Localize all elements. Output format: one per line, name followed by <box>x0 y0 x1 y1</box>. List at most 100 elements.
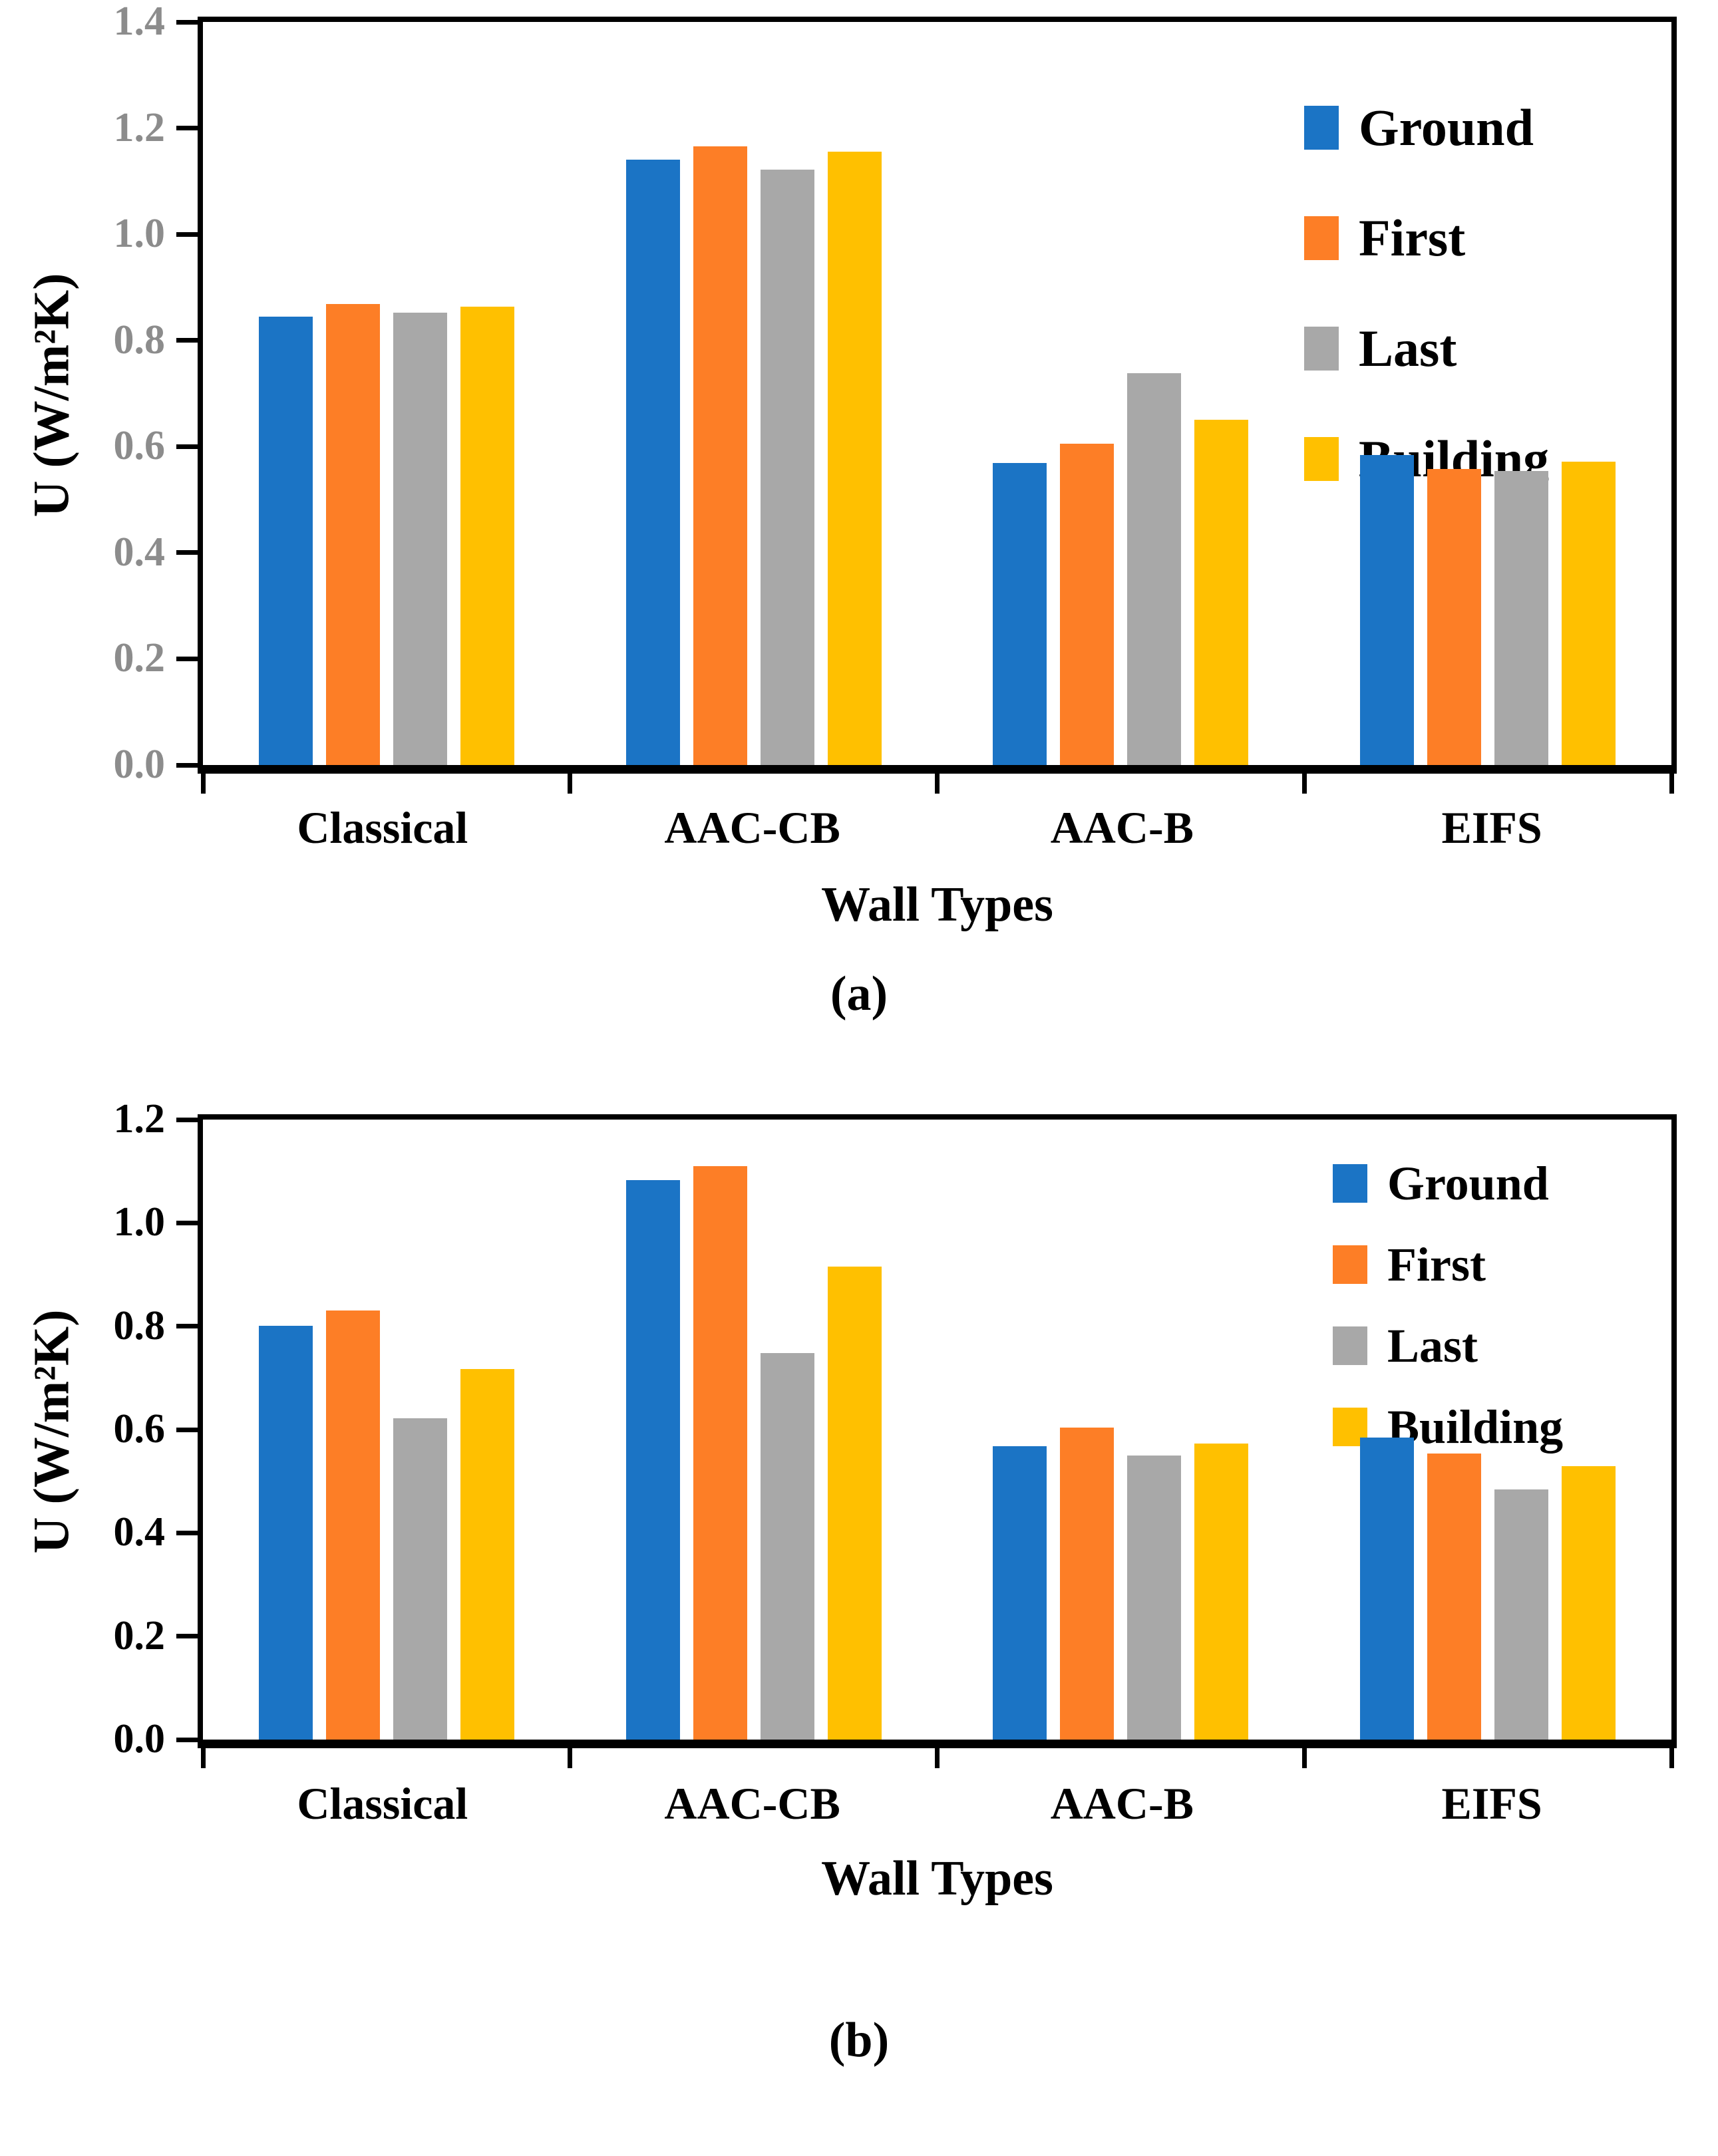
legend-marker-first <box>1304 216 1339 260</box>
bar-last-classical <box>393 313 447 765</box>
bar-ground-eifs <box>1360 1437 1415 1740</box>
legend-item-ground: Ground <box>1333 1159 1563 1207</box>
y-tick-label-b: 0.4 <box>113 1509 166 1555</box>
bar-group-aac-b <box>938 22 1305 765</box>
bar-first-aac-b <box>1060 444 1115 765</box>
bar-last-aac-b <box>1127 1455 1182 1740</box>
plot-area-a: Ground First Last Building 1.4 1.2 1.0 0.8 0.6 0… <box>114 1 1677 794</box>
category-label-classical: Classical <box>297 1778 468 1829</box>
bar-first-eifs <box>1427 1453 1482 1740</box>
bar-first-classical <box>325 303 380 765</box>
bar-building-eifs <box>1562 462 1616 765</box>
bar-first-aac-cb <box>693 1165 747 1740</box>
legend-label-ground: Ground <box>1359 98 1534 156</box>
y-tick-mark-b <box>176 1530 198 1535</box>
bar-ground-classical <box>258 1325 313 1740</box>
y-tick-label-b: 1.0 <box>113 1199 166 1245</box>
legend-b: Ground First Last Building <box>1333 1159 1563 1451</box>
category-label-aac-b: AAC-B <box>1050 802 1194 853</box>
x-axis-title-a: Wall Types <box>821 877 1053 932</box>
category-labels-a: Classical AAC-CB AAC-B EIFS <box>198 802 1677 854</box>
category-label-eifs: EIFS <box>1441 802 1542 853</box>
y-tick-mark-a <box>176 231 198 237</box>
bar-group-aac-cb <box>570 1120 938 1740</box>
legend-item-building: Building <box>1333 1403 1563 1451</box>
legend-label-last: Last <box>1387 1319 1478 1372</box>
y-tick-mark-b <box>176 1737 198 1742</box>
bar-ground-aac-cb <box>625 159 680 765</box>
x-axis-title-b: Wall Types <box>821 1851 1053 1906</box>
y-tick-label-b: 0.8 <box>113 1303 166 1348</box>
category-label-eifs: EIFS <box>1441 1778 1542 1829</box>
bar-ground-eifs <box>1360 455 1415 765</box>
y-tick-label-a: 0.4 <box>113 529 166 575</box>
y-tick-mark-b <box>176 1117 198 1122</box>
legend-marker-last <box>1304 327 1339 371</box>
bar-group-aac-b <box>938 1120 1305 1740</box>
legend-label-building: Building <box>1387 1400 1564 1454</box>
x-tick-mark-b <box>1301 1748 1307 1768</box>
legend-label-first: First <box>1387 1238 1486 1291</box>
x-tick-mark-a <box>1301 774 1307 794</box>
y-tick-label-a: 0.2 <box>113 635 166 681</box>
y-tick-label-a: 1.4 <box>113 0 166 44</box>
bar-ground-aac-b <box>993 1446 1047 1740</box>
legend-marker-building <box>1304 437 1339 481</box>
bar-building-aac-cb <box>827 1266 882 1740</box>
y-tick-mark-b <box>176 1634 198 1639</box>
y-tick-label-a: 0.6 <box>113 423 166 469</box>
bar-group-aac-cb <box>570 22 938 765</box>
legend-label-ground: Ground <box>1387 1157 1549 1210</box>
legend-label-last: Last <box>1359 319 1457 377</box>
category-labels-b: Classical AAC-CB AAC-B EIFS <box>198 1777 1677 1830</box>
x-tick-mark-a <box>200 774 206 794</box>
legend-marker-ground <box>1333 1164 1367 1203</box>
bar-group-eifs <box>1304 22 1671 765</box>
category-label-aac-cb: AAC-CB <box>664 802 840 853</box>
y-tick-mark-b <box>176 1324 198 1329</box>
bar-ground-aac-cb <box>625 1179 680 1740</box>
x-tick-mark-a <box>568 774 573 794</box>
bar-building-classical <box>460 1369 514 1740</box>
bar-ground-classical <box>258 316 313 765</box>
bar-last-aac-cb <box>760 169 814 765</box>
bar-last-classical <box>393 1418 447 1740</box>
x-tick-mark-b <box>200 1748 206 1768</box>
bar-group-classical <box>203 1120 570 1740</box>
y-tick-mark-a <box>176 656 198 661</box>
legend-a: Ground First Last Building <box>1304 102 1549 485</box>
legend-marker-ground <box>1304 106 1339 150</box>
bar-building-aac-b <box>1194 1443 1249 1740</box>
bar-first-aac-b <box>1060 1427 1115 1740</box>
x-tick-mark-a <box>1669 774 1674 794</box>
x-tick-mark-a <box>935 774 940 794</box>
caption-a: (a) <box>830 967 888 1021</box>
y-tick-mark-a <box>176 444 198 449</box>
category-label-classical: Classical <box>297 802 468 853</box>
y-tick-mark-b <box>176 1220 198 1225</box>
y-tick-label-b: 1.2 <box>113 1096 166 1142</box>
bar-group-eifs <box>1304 1120 1671 1740</box>
category-label-aac-b: AAC-B <box>1050 1778 1194 1829</box>
x-tick-mark-b <box>935 1748 940 1768</box>
bar-first-aac-cb <box>693 146 747 765</box>
bar-last-aac-b <box>1127 373 1182 765</box>
y-tick-mark-a <box>176 19 198 25</box>
x-tick-mark-b <box>568 1748 573 1768</box>
legend-item-last: Last <box>1333 1322 1563 1370</box>
y-tick-label-b: 0.6 <box>113 1406 166 1452</box>
legend-marker-first <box>1333 1245 1367 1284</box>
legend-item-first: First <box>1304 212 1549 264</box>
y-tick-mark-b <box>176 1427 198 1432</box>
legend-item-ground: Ground <box>1304 102 1549 154</box>
bar-building-aac-cb <box>827 151 882 765</box>
y-tick-label-a: 1.2 <box>113 104 166 150</box>
y-tick-label-a: 0.8 <box>113 317 166 363</box>
y-tick-mark-a <box>176 762 198 768</box>
y-tick-label-a: 1.0 <box>113 210 166 256</box>
y-tick-mark-a <box>176 126 198 131</box>
legend-label-first: First <box>1359 209 1466 267</box>
category-label-aac-cb: AAC-CB <box>664 1778 840 1829</box>
bar-building-aac-b <box>1194 419 1249 765</box>
